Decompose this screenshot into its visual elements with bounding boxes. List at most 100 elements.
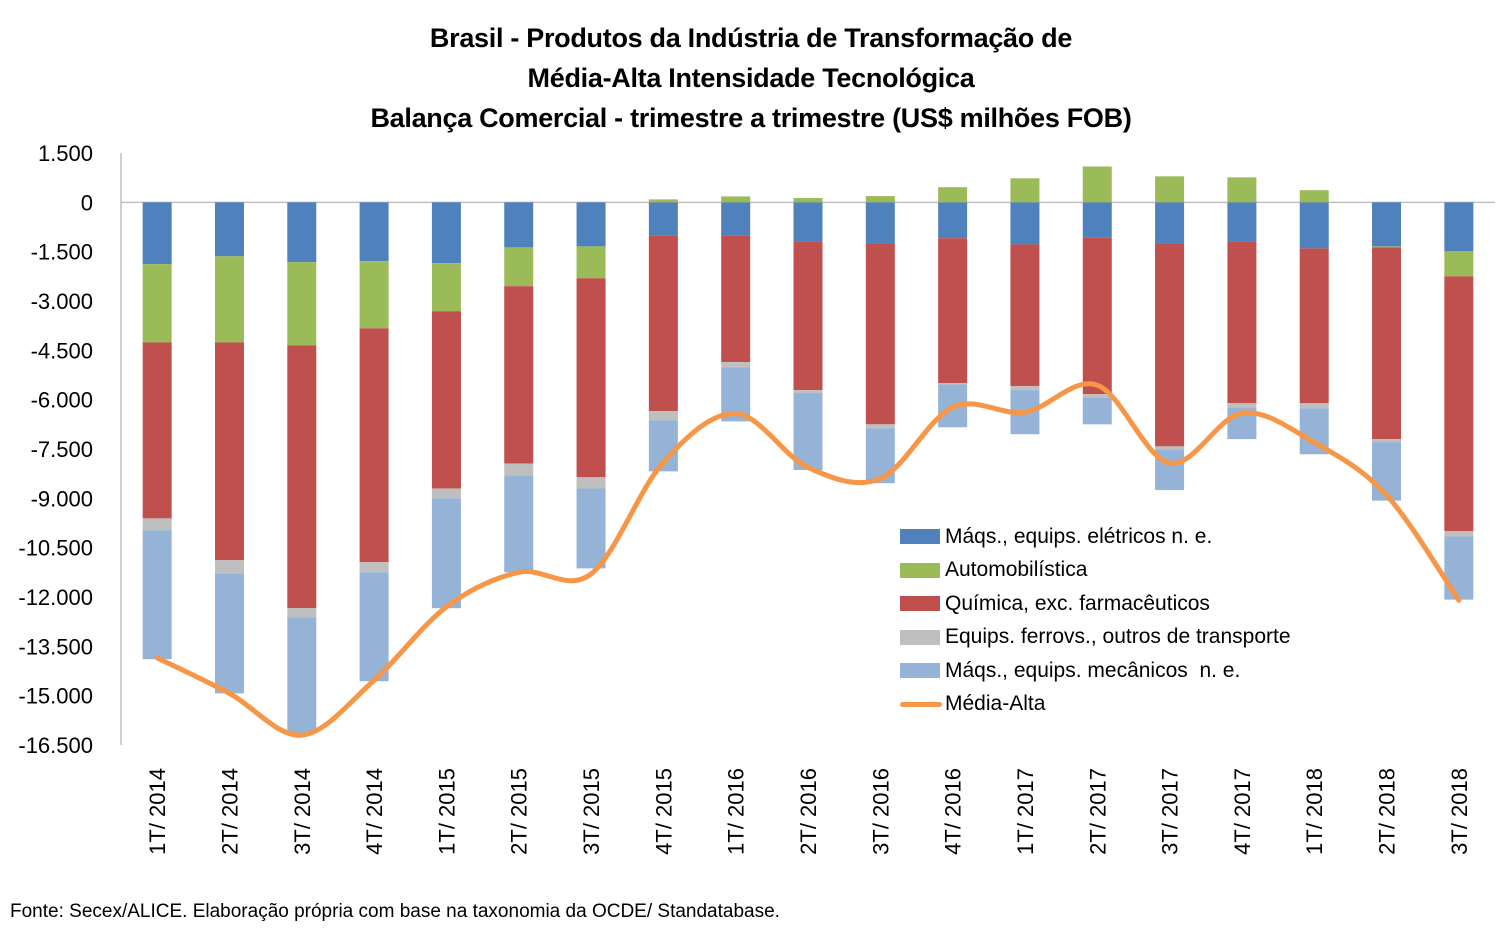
bar-segment-maqs-equips-eletricos-n-e — [1155, 202, 1185, 244]
bar-segment-automobilistica — [504, 247, 534, 287]
bar-segment-quimica-exc-farmaceuticos — [793, 241, 823, 391]
x-tick-label: 1T/ 2016 — [724, 768, 749, 855]
bar-segment-equips-ferrovs-outros-de-transporte — [287, 608, 317, 618]
bar-segment-maqs-equips-eletricos-n-e — [1372, 202, 1402, 247]
bar-segment-maqs-equips-eletricos-n-e — [431, 202, 461, 264]
legend-label: Máqs., equips. mecânicos n. e. — [945, 658, 1241, 682]
legend-label: Automobilística — [945, 558, 1088, 582]
chart-title-line-3: Balança Comercial - trimestre a trimestr… — [370, 103, 1132, 133]
bar-segment-quimica-exc-farmaceuticos — [431, 311, 461, 489]
y-tick-label: -13.500 — [18, 634, 93, 659]
series-line-media-alta — [154, 381, 1462, 738]
bar-segment-quimica-exc-farmaceuticos — [865, 243, 895, 425]
bar-segment-maqs-equips-mecanicos-n-e — [1082, 398, 1112, 425]
y-tick-label: -16.500 — [18, 733, 93, 758]
bar-segment-quimica-exc-farmaceuticos — [1082, 237, 1112, 395]
bar-segment-quimica-exc-farmaceuticos — [1227, 241, 1257, 404]
y-tick-label: -10.500 — [18, 536, 93, 561]
bar-segment-equips-ferrovs-outros-de-transporte — [504, 463, 534, 476]
legend-label: Química, exc. farmacêuticos — [945, 591, 1210, 615]
legend-label: Máqs., equips. elétricos n. e. — [945, 524, 1213, 548]
bar-segment-equips-ferrovs-outros-de-transporte — [359, 562, 389, 573]
bar-segment-automobilistica — [1155, 176, 1185, 203]
bar-segment-equips-ferrovs-outros-de-transporte — [1010, 386, 1040, 391]
bar-segment-maqs-equips-mecanicos-n-e — [576, 488, 606, 569]
legend: Máqs., equips. elétricos n. e. Automobil… — [900, 520, 1291, 721]
x-axis: 1T/ 2014 2T/ 2014 3T/ 2014 4T/ 2014 1T/ 2015… — [145, 768, 1472, 855]
y-tick-label: -9.000 — [31, 486, 93, 511]
y-tick-label: -6.000 — [31, 388, 93, 413]
x-tick-label: 3T/ 2017 — [1158, 768, 1183, 855]
bar-segment-equips-ferrovs-outros-de-transporte — [214, 560, 244, 574]
bar-segment-equips-ferrovs-outros-de-transporte — [1082, 394, 1112, 399]
bar-segment-quimica-exc-farmaceuticos — [1372, 247, 1402, 440]
bar-segment-maqs-equips-eletricos-n-e — [359, 202, 389, 262]
bar-segment-maqs-equips-mecanicos-n-e — [214, 573, 244, 694]
y-tick-label: 0 — [81, 190, 93, 215]
x-tick-label: 3T/ 2014 — [290, 768, 315, 855]
legend-item-automobilistica: Automobilística — [900, 554, 1291, 588]
legend-swatch — [900, 629, 940, 645]
bar-segment-equips-ferrovs-outros-de-transporte — [1227, 403, 1257, 408]
bar-segment-automobilistica — [142, 264, 172, 343]
bar-segment-automobilistica — [576, 246, 606, 279]
y-tick-label: -1.500 — [31, 240, 93, 265]
bar-segment-maqs-equips-eletricos-n-e — [1299, 202, 1329, 249]
bar-segment-maqs-equips-eletricos-n-e — [287, 202, 317, 263]
legend-line-swatch — [900, 701, 942, 707]
x-tick-label: 2T/ 2016 — [796, 768, 821, 855]
y-tick-label: -7.500 — [31, 437, 93, 462]
bar-segment-maqs-equips-eletricos-n-e — [576, 202, 606, 247]
bar-segment-maqs-equips-mecanicos-n-e — [1444, 536, 1474, 600]
bar-segment-equips-ferrovs-outros-de-transporte — [1372, 439, 1402, 443]
bar-segment-maqs-equips-mecanicos-n-e — [504, 475, 534, 573]
legend-item-mecanicos: Máqs., equips. mecânicos n. e. — [900, 654, 1291, 688]
y-tick-label: -12.000 — [18, 585, 93, 610]
legend-swatch — [900, 663, 940, 679]
bar-segment-equips-ferrovs-outros-de-transporte — [721, 362, 751, 368]
x-tick-label: 1T/ 2015 — [434, 768, 459, 855]
legend-item-quimica: Química, exc. farmacêuticos — [900, 587, 1291, 621]
bar-segment-automobilistica — [721, 196, 751, 203]
y-tick-label: -3.000 — [31, 289, 93, 314]
y-axis: 1.500 0 -1.500 -3.000 -4.500 -6.000 -7.500 -9.0… — [18, 141, 93, 758]
bar-segment-equips-ferrovs-outros-de-transporte — [142, 518, 172, 531]
bar-segment-maqs-equips-eletricos-n-e — [1082, 202, 1112, 238]
bar-segment-automobilistica — [1082, 166, 1112, 203]
bar-segment-quimica-exc-farmaceuticos — [287, 345, 317, 609]
bar-segment-maqs-equips-eletricos-n-e — [721, 202, 751, 236]
bar-segment-maqs-equips-mecanicos-n-e — [793, 393, 823, 471]
bar-segment-quimica-exc-farmaceuticos — [142, 342, 172, 519]
bar-segment-maqs-equips-eletricos-n-e — [1227, 202, 1257, 242]
x-tick-label: 1T/ 2017 — [1013, 768, 1038, 855]
bar-segment-quimica-exc-farmaceuticos — [504, 286, 534, 464]
x-tick-label: 4T/ 2015 — [651, 768, 676, 855]
bar-segment-quimica-exc-farmaceuticos — [1155, 243, 1185, 447]
chart-title-line-2: Média-Alta Intensidade Tecnológica — [527, 63, 975, 93]
bar-segment-equips-ferrovs-outros-de-transporte — [1444, 531, 1474, 537]
bar-stacks — [142, 166, 1474, 734]
bar-segment-equips-ferrovs-outros-de-transporte — [576, 477, 606, 489]
x-tick-label: 2T/ 2018 — [1375, 768, 1400, 855]
x-tick-label: 2T/ 2017 — [1085, 768, 1110, 855]
bar-segment-equips-ferrovs-outros-de-transporte — [938, 383, 968, 385]
bar-segment-equips-ferrovs-outros-de-transporte — [865, 424, 895, 429]
bar-segment-maqs-equips-eletricos-n-e — [938, 202, 968, 239]
x-tick-label: 4T/ 2014 — [362, 768, 387, 855]
bar-segment-equips-ferrovs-outros-de-transporte — [648, 411, 678, 421]
bar-segment-maqs-equips-mecanicos-n-e — [359, 572, 389, 682]
x-tick-label: 1T/ 2018 — [1302, 768, 1327, 855]
bar-segment-maqs-equips-eletricos-n-e — [1444, 202, 1474, 252]
bar-segment-quimica-exc-farmaceuticos — [214, 342, 244, 561]
x-tick-label: 4T/ 2017 — [1230, 768, 1255, 855]
bar-segment-automobilistica — [359, 261, 389, 329]
source-note: Fonte: Secex/ALICE. Elaboração própria c… — [10, 901, 780, 922]
legend-swatch — [900, 529, 940, 545]
bar-segment-maqs-equips-eletricos-n-e — [865, 202, 895, 244]
legend-item-ferroviarios: Equips. ferrovs., outros de transporte — [900, 621, 1291, 655]
legend-swatch — [900, 596, 940, 612]
bar-segment-maqs-equips-eletricos-n-e — [214, 202, 244, 257]
bar-segment-maqs-equips-eletricos-n-e — [142, 202, 172, 265]
x-tick-label: 4T/ 2016 — [941, 768, 966, 855]
